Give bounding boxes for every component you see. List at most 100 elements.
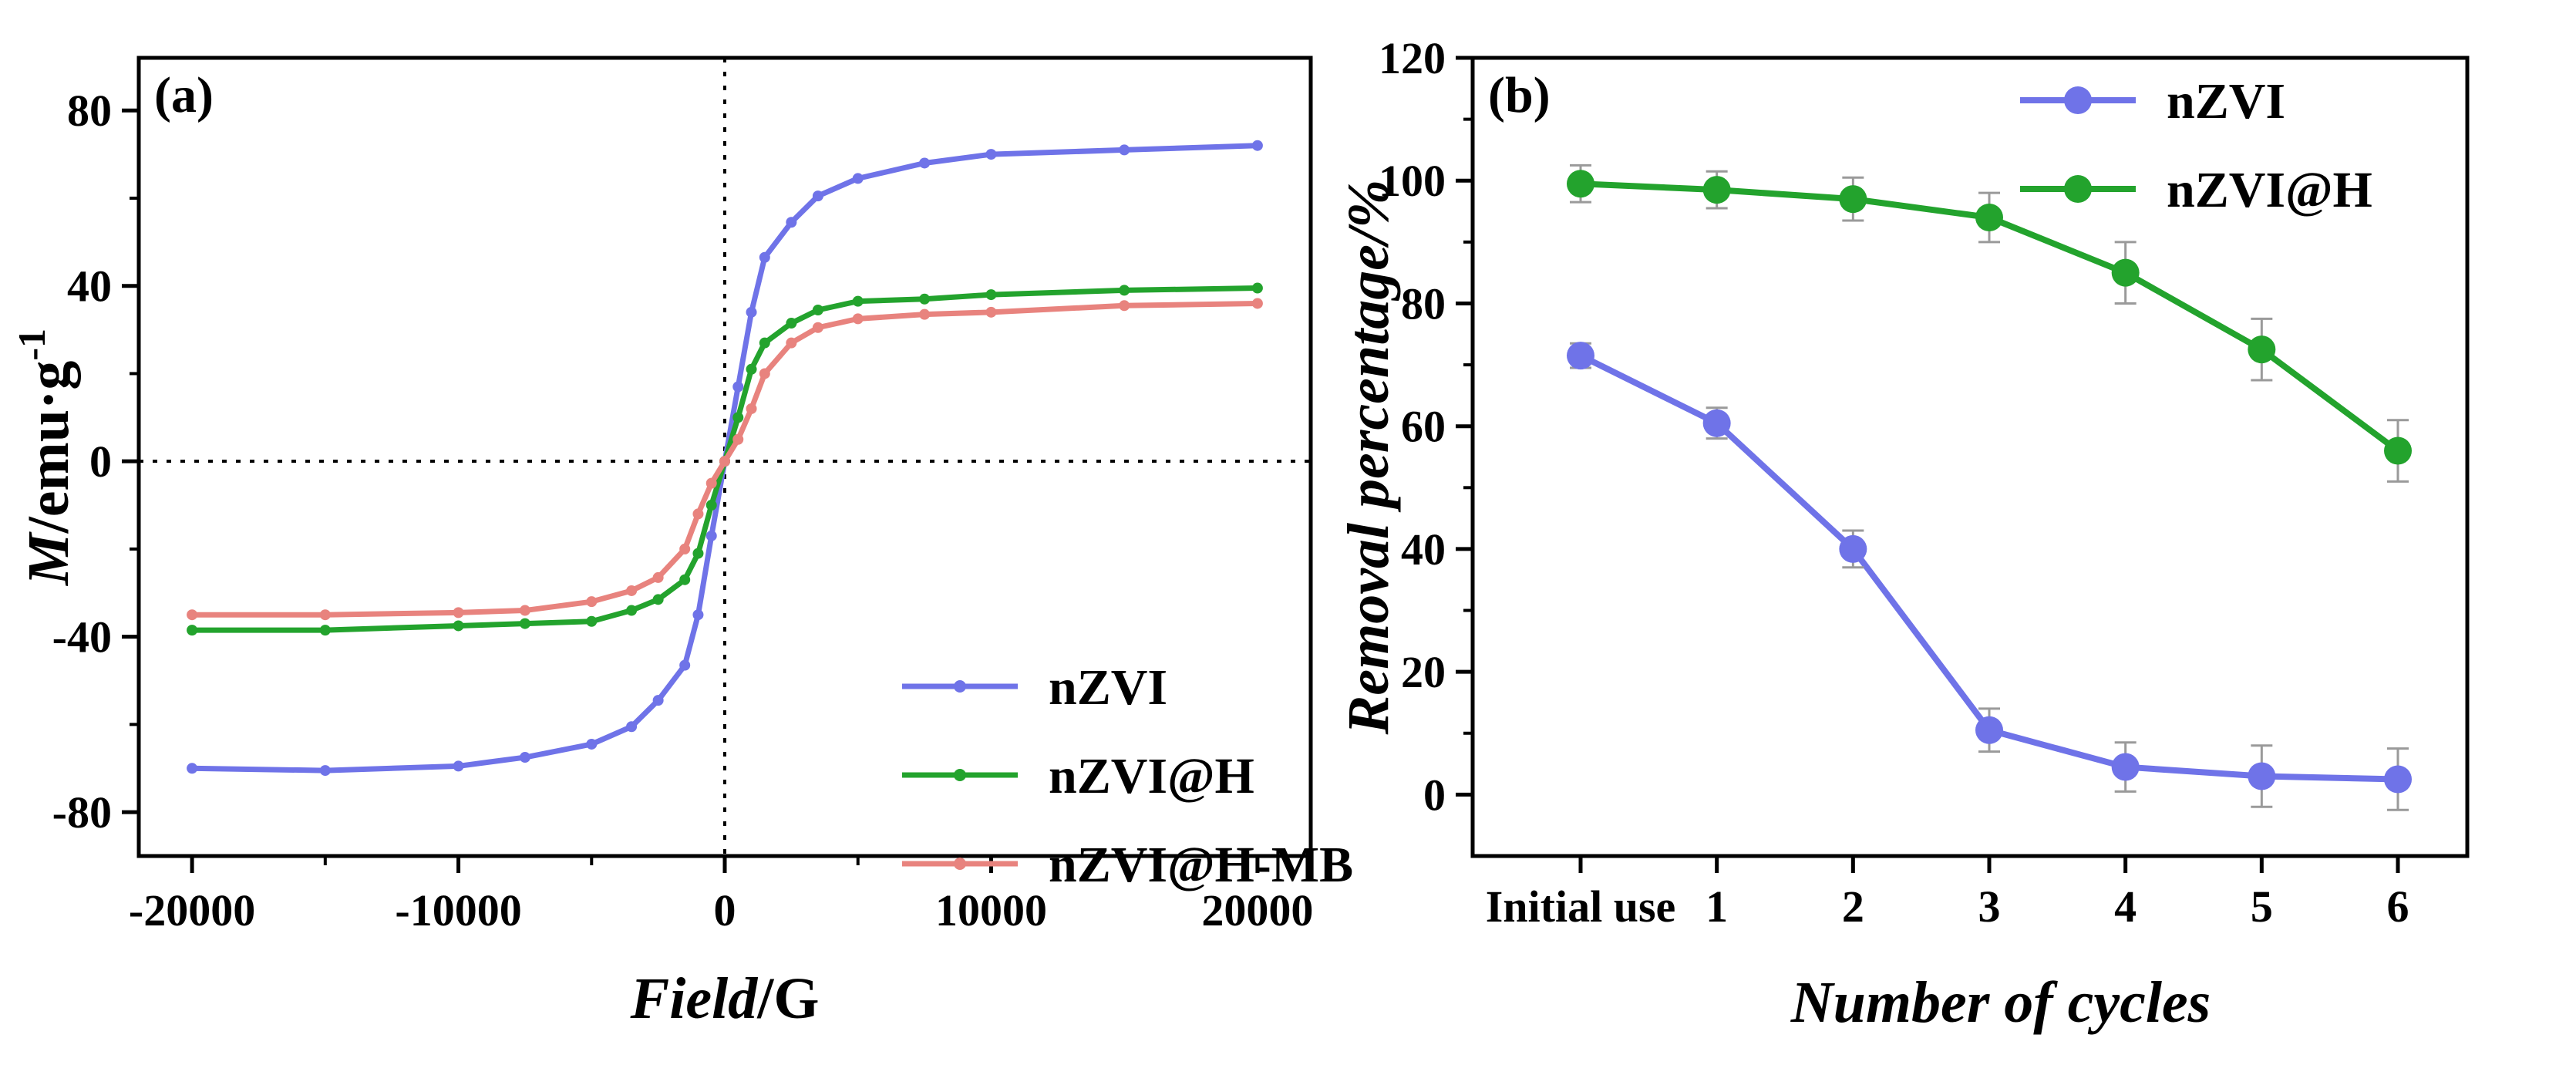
- data-point-nZVI@H: [985, 289, 997, 301]
- data-point-nZVI@H-MB: [586, 596, 598, 608]
- data-point-nZVI@H: [1702, 176, 1731, 204]
- data-point-nZVI@H: [679, 574, 691, 585]
- data-point-nZVI: [1975, 716, 2003, 744]
- legend-marker-nZVI@H: [954, 769, 966, 781]
- data-point-nZVI@H-MB: [985, 306, 997, 318]
- x-tick-label: -10000: [395, 885, 521, 935]
- data-point-nZVI@H: [705, 500, 717, 511]
- data-point-nZVI@H-MB: [852, 313, 864, 325]
- data-point-nZVI@H: [2384, 436, 2412, 465]
- x-axis-label: Number of cycles: [1790, 970, 2211, 1035]
- data-point-nZVI@H: [319, 625, 331, 636]
- data-point-nZVI: [1839, 534, 1867, 563]
- data-point-nZVI@H-MB: [919, 308, 931, 320]
- data-point-nZVI: [812, 190, 823, 202]
- data-point-nZVI@H: [919, 293, 931, 305]
- legend-marker-nZVI: [2064, 86, 2092, 114]
- data-point-nZVI@H: [759, 337, 770, 349]
- data-point-nZVI@H-MB: [453, 607, 464, 618]
- plot-frame: [1470, 56, 2470, 858]
- data-point-nZVI: [746, 306, 757, 318]
- y-tick-label: 120: [1379, 33, 1446, 83]
- legend-marker-nZVI: [954, 680, 966, 693]
- data-point-nZVI@H-MB: [719, 456, 730, 467]
- data-point-nZVI@H-MB: [652, 571, 664, 583]
- data-point-nZVI@H: [1119, 285, 1130, 296]
- data-point-nZVI@H-MB: [519, 605, 530, 616]
- y-axis-label-superscript: -1: [10, 329, 53, 361]
- data-point-nZVI: [2111, 753, 2140, 781]
- data-point-nZVI: [586, 738, 598, 750]
- data-point-nZVI: [1567, 342, 1594, 370]
- data-point-nZVI: [1702, 409, 1731, 437]
- data-point-nZVI@H: [2111, 258, 2140, 287]
- data-point-nZVI: [652, 695, 664, 706]
- data-point-nZVI@H-MB: [812, 322, 823, 333]
- data-point-nZVI: [453, 760, 464, 772]
- data-point-nZVI: [679, 659, 691, 671]
- data-point-nZVI@H: [732, 412, 744, 423]
- data-point-nZVI: [519, 752, 530, 763]
- x-tick-label: 6: [2387, 881, 2409, 932]
- y-tick-label: -80: [52, 787, 112, 838]
- data-point-nZVI@H: [746, 363, 757, 375]
- x-tick-label: Initial use: [1486, 881, 1676, 932]
- panel-label-b: (b): [1488, 67, 1551, 123]
- y-tick-label: 20: [1401, 647, 1446, 697]
- x-tick-label: 20000: [1201, 885, 1313, 935]
- y-tick-label: 40: [1401, 524, 1446, 575]
- y-axis-label: M/emu·g-1: [10, 329, 81, 586]
- x-tick-label: 2: [1842, 881, 1864, 932]
- data-point-nZVI: [2248, 762, 2276, 790]
- data-point-nZVI@H: [692, 548, 704, 559]
- data-point-nZVI: [732, 381, 744, 393]
- data-point-nZVI: [919, 157, 931, 169]
- panel-label-a: (a): [154, 67, 214, 123]
- y-tick-label: 80: [67, 86, 112, 136]
- data-point-nZVI@H: [852, 295, 864, 307]
- data-point-nZVI@H: [1839, 185, 1867, 214]
- data-point-nZVI@H-MB: [705, 477, 717, 489]
- legend-label: nZVI@H: [2167, 162, 2372, 218]
- legend-label: nZVI: [1049, 659, 1167, 716]
- data-point-nZVI@H-MB: [1119, 300, 1130, 312]
- data-point-nZVI@H: [786, 318, 797, 329]
- x-axis-label-unit: /G: [756, 966, 819, 1031]
- data-point-nZVI: [626, 721, 638, 733]
- y-axis-label-unit: /emu·g: [16, 361, 81, 534]
- x-tick-label: 0: [714, 885, 736, 935]
- data-point-nZVI@H: [2248, 335, 2276, 364]
- data-point-nZVI@H: [626, 605, 638, 616]
- data-point-nZVI: [1251, 140, 1263, 151]
- y-axis-label: Removal percentage/%: [1336, 180, 1401, 736]
- y-tick-label: 0: [1423, 770, 1446, 820]
- data-point-nZVI@H: [586, 615, 598, 627]
- y-tick-label: 60: [1401, 402, 1446, 452]
- y-tick-label: 100: [1379, 156, 1446, 206]
- data-point-nZVI@H: [1567, 170, 1594, 198]
- data-point-nZVI@H: [1975, 204, 2003, 231]
- data-point-nZVI@H-MB: [746, 403, 757, 414]
- legend-label: nZVI@H: [1049, 748, 1254, 804]
- data-point-nZVI@H-MB: [626, 585, 638, 596]
- data-point-nZVI@H-MB: [732, 433, 744, 445]
- x-axis-label-italic: Field: [630, 966, 759, 1031]
- data-point-nZVI@H: [812, 304, 823, 315]
- data-point-nZVI@H-MB: [679, 543, 691, 554]
- data-point-nZVI: [187, 763, 198, 774]
- data-point-nZVI: [852, 173, 864, 184]
- legend-marker-nZVI@H-MB: [954, 858, 966, 870]
- y-tick-label: -40: [52, 612, 112, 662]
- data-point-nZVI: [759, 251, 770, 263]
- data-point-nZVI: [985, 149, 997, 160]
- data-point-nZVI: [1119, 144, 1130, 156]
- legend-marker-nZVI@H: [2064, 175, 2092, 203]
- data-point-nZVI: [705, 530, 717, 541]
- data-point-nZVI@H-MB: [692, 508, 704, 520]
- x-axis-label: Field/G: [630, 966, 820, 1031]
- data-point-nZVI: [319, 765, 331, 777]
- data-point-nZVI@H-MB: [786, 337, 797, 349]
- data-point-nZVI: [786, 217, 797, 228]
